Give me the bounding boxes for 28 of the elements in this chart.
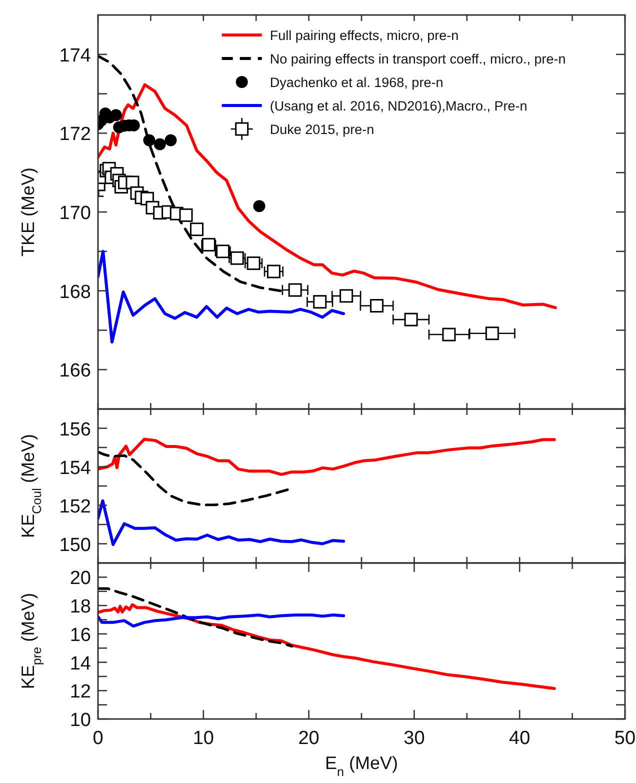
y-tick-label: 156 <box>59 419 91 440</box>
y-tick-label: 152 <box>59 496 91 518</box>
legend-label: No pairing effects in transport coeff., micro., pre-n <box>270 52 566 66</box>
x-tick-label: 40 <box>509 728 530 749</box>
y-tick-label: 16 <box>70 624 91 646</box>
x-tick-label: 50 <box>614 728 636 749</box>
y-tick-label: 170 <box>59 203 91 224</box>
legend-label: Dyachenko et al. 1968, pre-n <box>270 75 444 90</box>
y-tick-label: 172 <box>59 124 91 146</box>
legend-label: Full pairing effects, micro, pre-n <box>270 28 459 43</box>
y-tick-label: 150 <box>59 534 91 556</box>
y-tick-label: 154 <box>59 458 92 479</box>
y-tick-label: 166 <box>59 360 91 382</box>
y-tick-label: 20 <box>70 568 91 590</box>
y-tick-label: 10 <box>70 710 91 731</box>
x-axis-title: E$_{n}$ (MeV) <box>324 753 398 779</box>
x-tick-label: 30 <box>404 728 425 749</box>
y-tick-label: 14 <box>70 653 92 674</box>
y-tick-label: 168 <box>59 282 91 303</box>
y-tick-label: 174 <box>59 45 92 66</box>
x-tick-label: 20 <box>298 728 320 749</box>
legend-label: (Usang et al. 2016, ND2016),Macro., Pre-n <box>270 98 528 114</box>
y-tick-label: 12 <box>70 682 91 703</box>
legend-label: Duke 2015, pre-n <box>270 122 374 137</box>
x-tick-label: 10 <box>192 728 214 749</box>
y-tick-label: 18 <box>70 596 91 618</box>
x-tick-label: 0 <box>92 728 104 749</box>
y-axis-title: TKE (MeV) <box>18 167 38 257</box>
